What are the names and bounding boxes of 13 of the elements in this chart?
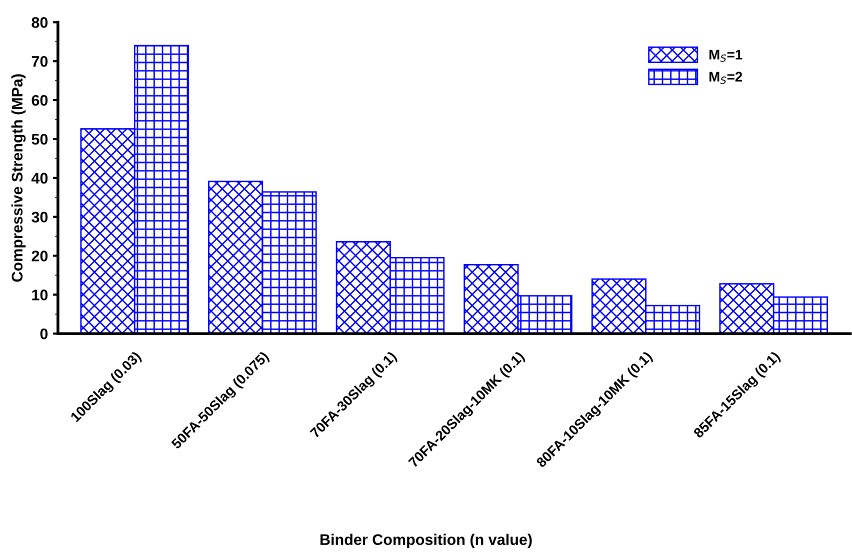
- y-tick-label: 70: [32, 56, 48, 67]
- y-tick-label: 80: [32, 17, 48, 28]
- y-tick-label: 40: [31, 172, 48, 184]
- x-axis-title: Binder Composition (n value): [320, 534, 532, 548]
- legend-label: M$_{S}$=1: [709, 50, 742, 62]
- y-tick-label: 20: [32, 250, 48, 262]
- y-tick-label: 60: [32, 94, 48, 106]
- y-axis-title: Compressive Strength (MPa): [11, 74, 26, 282]
- y-tick-label: 0: [40, 328, 48, 340]
- legend-label: M$_{S}$=2: [709, 72, 742, 84]
- y-tick-label: 50: [32, 134, 48, 145]
- y-tick-label: 30: [32, 212, 48, 223]
- y-tick-label: 10: [32, 290, 48, 300]
